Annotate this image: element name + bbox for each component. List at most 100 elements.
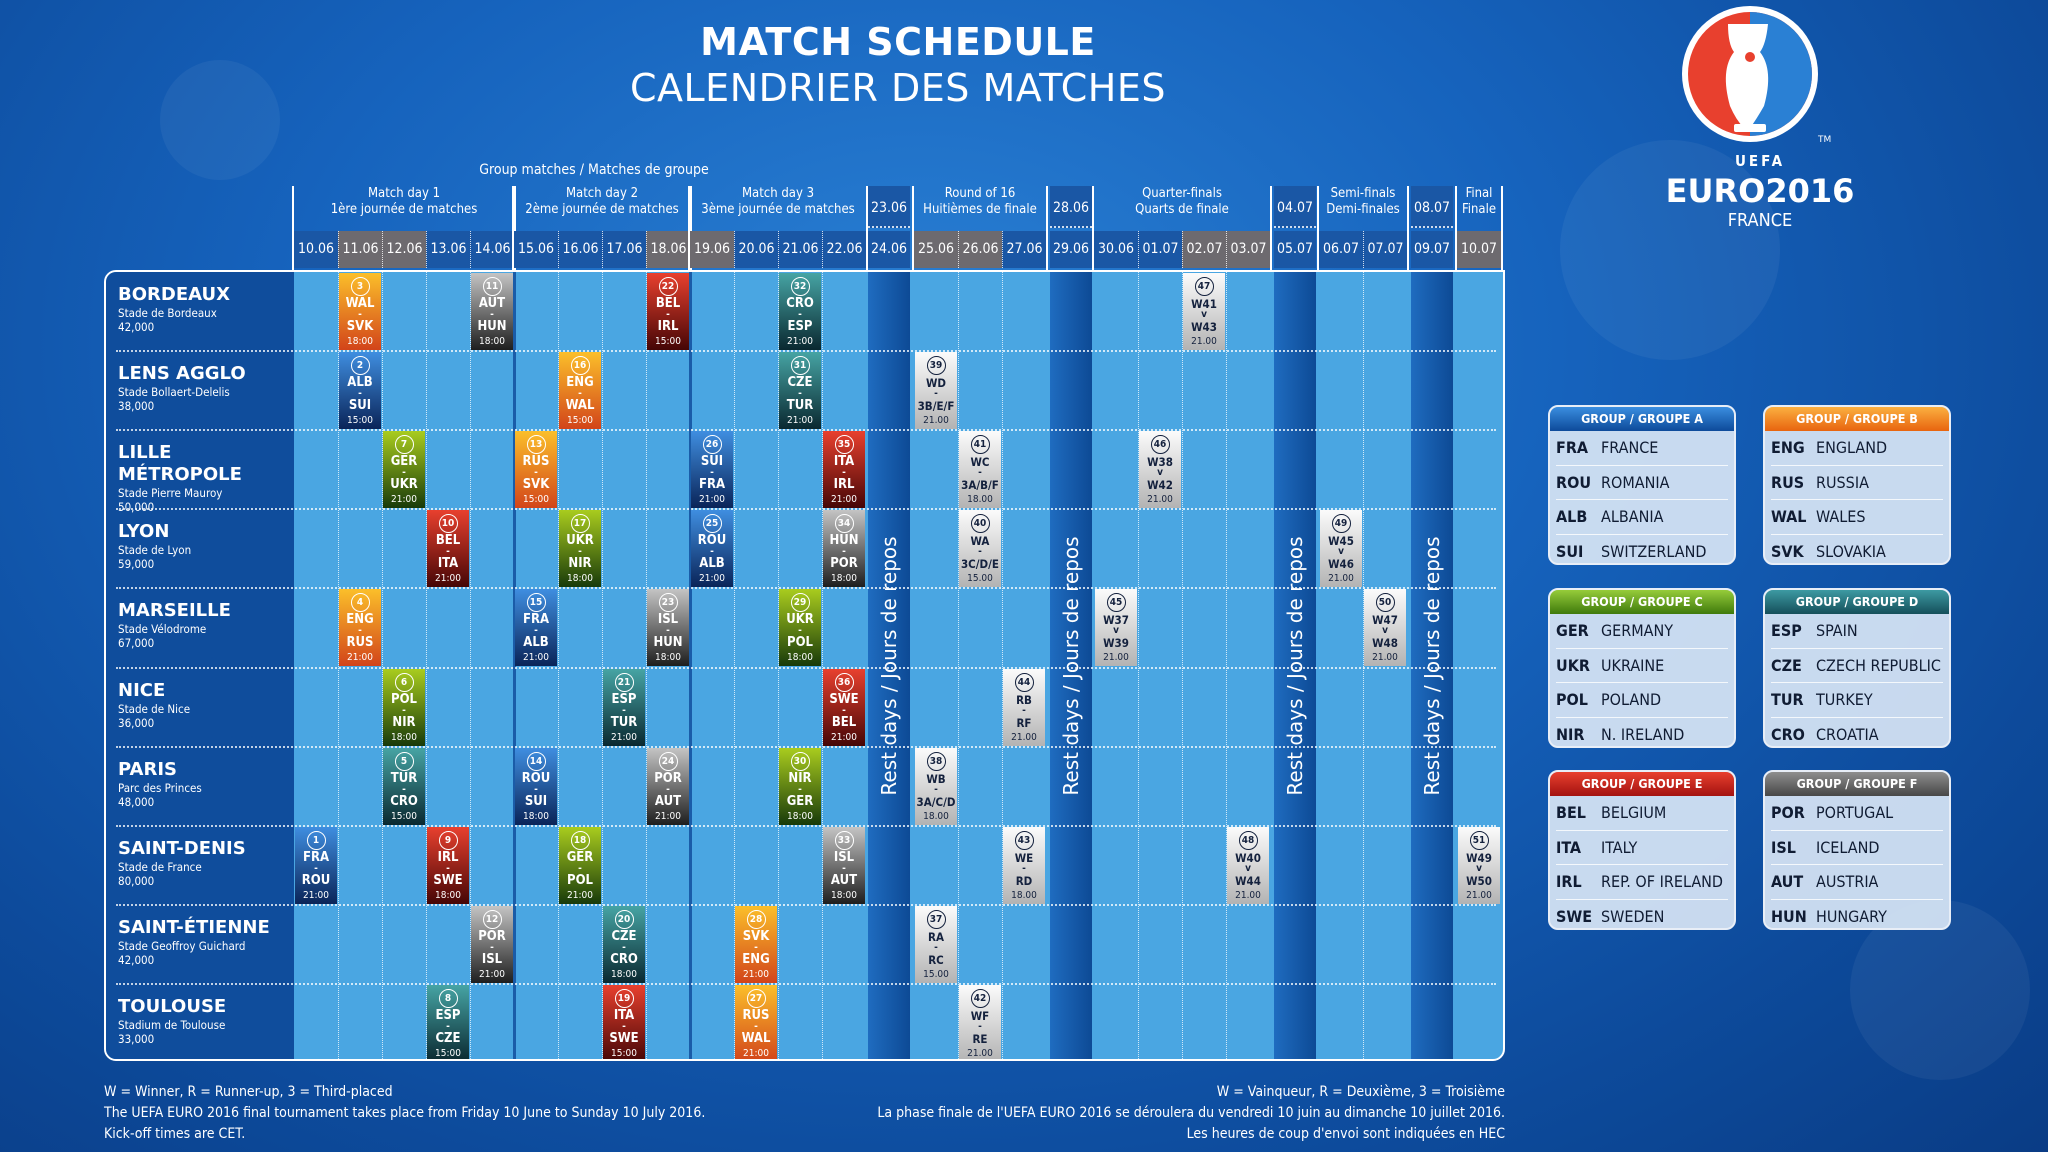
match-cell-13[interactable]: 13 RUS - SVK 15:00 [515,431,557,509]
match-number-badge: 10 [438,514,458,534]
match-cell-22[interactable]: 22 BEL - IRL 15:00 [647,273,689,350]
match-cell-34[interactable]: 34 HUN - POR 18:00 [823,510,865,588]
group-team-row: SVK SLOVAKIA [1771,535,1943,564]
match-cell-33[interactable]: 33 ISL - AUT 18:00 [823,826,865,904]
match-cell-23[interactable]: 23 ISL - HUN 18:00 [647,589,689,667]
match-cell-47[interactable]: 47 W41 v W43 21.00 [1183,273,1225,350]
match-number-badge: 26 [702,435,722,455]
match-cell-26[interactable]: 26 SUI - FRA 21:00 [691,431,733,509]
match-number-badge: 17 [570,514,590,534]
match-cell-12[interactable]: 12 POR - ISL 21:00 [471,905,513,983]
group-team-row: BEL BELGIUM [1556,796,1728,831]
match-cell-43[interactable]: 43 WE - RD 18.00 [1003,826,1045,904]
phase-label: Semi-finals Demi-finales [1319,186,1407,218]
date-header-14.06: 14.06 [470,231,514,268]
match-number-badge: 23 [658,593,678,613]
match-cell-49[interactable]: 49 W45 v W46 21.00 [1320,510,1362,588]
match-cell-18[interactable]: 18 GER - POL 21:00 [559,826,601,904]
match-cell-45[interactable]: 45 W37 v W39 21.00 [1095,589,1137,667]
match-cell-29[interactable]: 29 UKR - POL 18:00 [779,589,821,667]
match-number-badge: 36 [834,672,854,692]
match-cell-39[interactable]: 39 WD -3B/E/F 21.00 [915,352,957,430]
match-cell-28[interactable]: 28 SVK - ENG 21:00 [735,905,777,983]
match-cell-25[interactable]: 25 ROU - ALB 21:00 [691,510,733,588]
match-cell-40[interactable]: 40 WA -3C/D/E 15.00 [959,510,1001,588]
match-cell-36[interactable]: 36 SWE - BEL 21:00 [823,668,865,746]
match-cell-24[interactable]: 24 POR - AUT 21:00 [647,747,689,825]
rest-days-label: Rest days / Jours de repos [1420,535,1444,796]
match-cell-17[interactable]: 17 UKR - NIR 18:00 [559,510,601,588]
match-cell-21[interactable]: 21 ESP - TUR 21:00 [603,668,645,746]
phase-divider [1407,186,1409,270]
team-away: W44 [1235,873,1261,888]
match-cell-41[interactable]: 41 WC -3A/B/F 18.00 [959,431,1001,509]
versus-separator: - [490,941,494,953]
match-cell-32[interactable]: 32 CRO - ESP 21:00 [779,273,821,350]
group-team-row: GER GERMANY [1556,614,1728,649]
venue-name: SAINT-DENIS [118,837,246,859]
phase-subtitle: Demi-finales [1326,202,1400,217]
match-cell-51[interactable]: 51 W49 v W50 21.00 [1458,826,1500,904]
match-cell-11[interactable]: 11 AUT - HUN 18:00 [471,273,513,350]
match-cell-16[interactable]: 16 ENG - WAL 15:00 [559,352,601,430]
match-cell-9[interactable]: 9 IRL - SWE 18:00 [427,826,469,904]
team-away: IRL [657,319,679,334]
footer-line: La phase finale de l'UEFA EURO 2016 se d… [877,1105,1505,1121]
match-cell-27[interactable]: 27 RUS - WAL 21:00 [735,984,777,1059]
versus-separator: v [1338,546,1344,558]
match-cell-50[interactable]: 50 W47 v W48 21.00 [1364,589,1406,667]
team-away: ITA [437,556,459,572]
team-home: CRO [786,296,814,311]
match-cell-38[interactable]: 38 WB -3A/C/D 18.00 [915,747,957,825]
versus-separator: - [842,467,846,479]
venue-label: TOULOUSE Stadium de Toulouse 33,000 [118,996,294,1046]
team-code: ESP [1771,621,1802,640]
team-name: ALBANIA [1601,507,1664,526]
match-cell-31[interactable]: 31 CZE - TUR 21:00 [779,352,821,430]
match-cell-2[interactable]: 2 ALB - SUI 15:00 [339,352,381,430]
match-cell-19[interactable]: 19 ITA - SWE 15:00 [603,984,645,1059]
match-cell-5[interactable]: 5 TUR - CRO 15:00 [383,747,425,825]
match-cell-35[interactable]: 35 ITA - IRL 21:00 [823,431,865,509]
match-cell-46[interactable]: 46 W38 v W42 21.00 [1139,431,1181,509]
match-number-badge: 50 [1375,593,1395,613]
match-cell-7[interactable]: 7 GER - UKR 21:00 [383,431,425,509]
match-cell-44[interactable]: 44 RB - RF 21.00 [1003,668,1045,746]
date-header-15.06: 15.06 [514,231,558,268]
team-home: ITA [833,454,855,470]
match-cell-30[interactable]: 30 NIR - GER 18:00 [779,747,821,825]
match-number-badge: 35 [834,435,854,455]
team-home: TUR [390,770,418,786]
match-cell-15[interactable]: 15 FRA - ALB 21:00 [515,589,557,667]
team-away: W39 [1103,636,1129,651]
row-separator [116,429,1496,432]
team-away: ESP [787,319,813,334]
match-cell-37[interactable]: 37 RA - RC 15.00 [915,905,957,983]
versus-separator: - [1022,862,1026,874]
match-cell-10[interactable]: 10 BEL - ITA 21:00 [427,510,469,588]
match-number-badge: 30 [790,751,810,771]
team-away: UKR [390,477,418,493]
match-cell-14[interactable]: 14 ROU - SUI 18:00 [515,747,557,825]
match-cell-48[interactable]: 48 W40 v W44 21.00 [1227,826,1269,904]
venue-stadium: Stade de Nice [118,701,191,716]
date-header-17.06: 17.06 [602,231,646,268]
match-cell-6[interactable]: 6 POL - NIR 18:00 [383,668,425,746]
team-away: SUI [524,793,548,809]
versus-separator: - [622,704,626,716]
match-cell-8[interactable]: 8 ESP - CZE 15:00 [427,984,469,1059]
rest-days-column: Rest days / Jours de repos [1411,272,1453,1059]
match-number-badge: 32 [790,277,810,296]
versus-separator: - [710,546,714,558]
match-cell-20[interactable]: 20 CZE - CRO 18:00 [603,905,645,983]
match-cell-4[interactable]: 4 ENG - RUS 21:00 [339,589,381,667]
match-cell-1[interactable]: 1 FRA - ROU 21:00 [295,826,337,904]
match-number-badge: 8 [438,988,458,1008]
match-cell-42[interactable]: 42 WF - RE 21.00 [959,984,1001,1059]
day-separator [1002,272,1003,1059]
team-home: WAL [345,296,375,311]
team-away: WAL [741,1030,771,1046]
team-name: SWITZERLAND [1601,541,1707,561]
venue-name: PARIS [118,758,177,780]
match-cell-3[interactable]: 3 WAL - SVK 18:00 [339,273,381,350]
